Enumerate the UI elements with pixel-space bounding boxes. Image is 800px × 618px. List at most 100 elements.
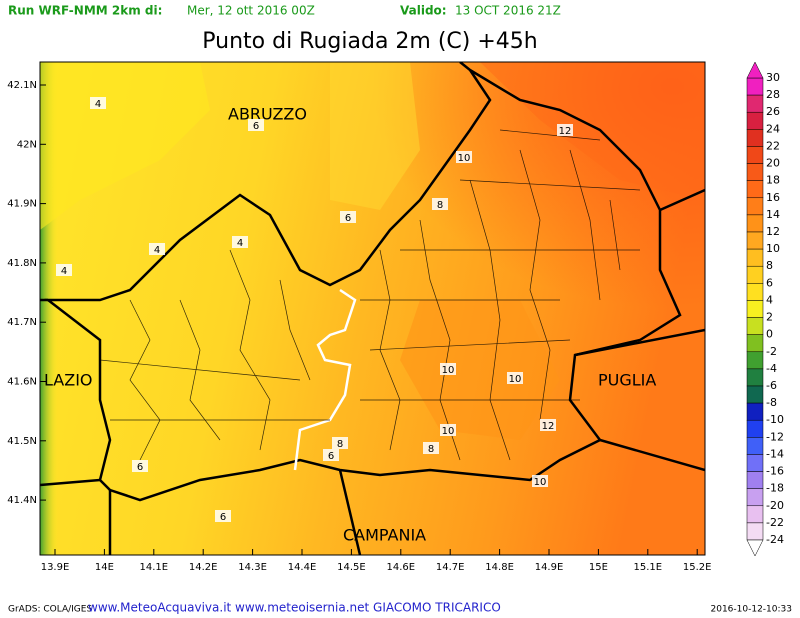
municipal-borders — [99, 129, 641, 461]
colorbar-cell — [746, 505, 764, 524]
colorbar-label: -4 — [766, 362, 777, 375]
contour-label-bg — [56, 264, 72, 276]
colorbar-cell — [746, 180, 764, 199]
contour-label: 12 — [542, 421, 555, 432]
lon-tick-label: 14.3E — [238, 562, 267, 573]
contour-label-bg — [440, 424, 456, 436]
colorbar-label: 22 — [766, 139, 780, 152]
contour-label: 6 — [220, 512, 226, 523]
footer-center: www.MeteoAcquaviva.it www.meteoisernia.n… — [88, 601, 501, 615]
colorbar-cell — [746, 402, 764, 421]
lon-tick-label: 14.2E — [189, 562, 218, 573]
colorbar-label: 26 — [766, 105, 780, 118]
colorbar-cell — [746, 283, 764, 301]
lon-tick-label: 14.1E — [140, 562, 169, 573]
colorbar-cell — [746, 111, 764, 130]
colorbar-label: 12 — [766, 225, 780, 238]
lat-tick-label: 42.1N — [7, 80, 37, 91]
colorbar-label: 6 — [766, 276, 773, 289]
colorbar-cell — [746, 129, 764, 147]
region-label: PUGLIA — [598, 371, 656, 390]
field-patch — [330, 62, 420, 210]
colorbar-cell — [746, 334, 764, 353]
lon-tick-label: 14.8E — [485, 562, 514, 573]
map-frame — [39, 61, 706, 556]
colorbar-cell — [746, 94, 764, 113]
colorbar-label: 24 — [766, 122, 780, 135]
valid-date: 13 OCT 2016 21Z — [455, 4, 561, 18]
contour-label: 6 — [328, 451, 334, 462]
contour-label: 6 — [137, 462, 143, 473]
contour-label-bg — [456, 151, 472, 163]
contour-label: 8 — [428, 444, 434, 455]
footer-left: GrADS: COLA/IGES — [8, 605, 92, 615]
lon-tick-label: 14.7E — [436, 562, 465, 573]
colorbar-label: -18 — [766, 482, 784, 495]
colorbar-cell — [746, 231, 764, 250]
colorbar-cell — [746, 248, 764, 267]
field-patch — [480, 62, 705, 200]
contour-label: 4 — [95, 99, 101, 110]
colorbar-label: -12 — [766, 430, 784, 443]
contour-label-bg — [90, 97, 106, 109]
contour-label-bg — [340, 211, 356, 223]
colorbar-cell — [746, 351, 764, 370]
lon-tick-label: 13.9E — [41, 562, 70, 573]
lon-tick-label: 14.5E — [337, 562, 366, 573]
contour-label: 10 — [509, 374, 522, 385]
lat-tick-label: 41.5N — [7, 436, 37, 447]
lon-tick-label: 14.4E — [288, 562, 317, 573]
lon-tick-label: 14.9E — [535, 562, 564, 573]
lat-tick-label: 41.9N — [7, 199, 37, 210]
contour-label: 8 — [337, 439, 343, 450]
colorbar-cell — [746, 471, 764, 489]
colorbar-label: 30 — [766, 71, 780, 84]
contour-label: 8 — [437, 200, 443, 211]
field-patch — [40, 62, 210, 230]
colorbar-label: 16 — [766, 191, 780, 204]
lon-tick-label: 15E — [589, 562, 608, 573]
colorbar-cell — [746, 454, 764, 472]
contour-label-bg — [532, 475, 548, 487]
province-border — [293, 288, 357, 471]
contour-label: 6 — [253, 121, 259, 132]
contour-label: 10 — [458, 153, 471, 164]
colorbar-cell — [746, 214, 764, 233]
contour-label: 10 — [534, 477, 547, 488]
colorbar-label: 8 — [766, 259, 773, 272]
run-label: Run WRF-NMM 2km di: — [8, 4, 162, 18]
colorbar-label: -2 — [766, 345, 777, 358]
colorbar-label: -22 — [766, 516, 784, 529]
contour-label: 12 — [559, 126, 572, 137]
lon-tick-label: 14.6E — [387, 562, 416, 573]
valid-label: Valido: — [400, 4, 447, 18]
colorbar-cell — [746, 385, 764, 404]
colorbar-cell — [746, 146, 764, 164]
colorbar-cell — [746, 300, 764, 318]
contour-label: 4 — [61, 266, 67, 277]
region-border — [40, 62, 705, 555]
lon-tick-label: 14E — [95, 562, 114, 573]
contour-label: 10 — [442, 426, 455, 437]
colorbar-label: 18 — [766, 174, 780, 187]
contour-label: 10 — [442, 365, 455, 376]
contour-label-bg — [149, 243, 165, 255]
contour-label-bg — [507, 372, 523, 384]
colorbar-cell — [746, 368, 764, 387]
footer-right: 2016-10-12-10:33 — [711, 605, 793, 615]
contour-label-bg — [557, 124, 573, 136]
contour-label: 4 — [237, 238, 243, 249]
colorbar-label: -20 — [766, 499, 784, 512]
colorbar-cell — [746, 522, 764, 541]
colorbar-cell — [746, 163, 764, 181]
colorbar-label: 28 — [766, 88, 780, 101]
lon-tick-label: 15.1E — [634, 562, 663, 573]
contour-label-bg — [215, 510, 231, 522]
colorbar-cell — [746, 265, 764, 284]
field-patch — [400, 300, 560, 440]
colorbar-label: -16 — [766, 465, 784, 478]
lon-tick-label: 15.2E — [683, 562, 712, 573]
colorbar-top — [746, 61, 764, 79]
colorbar-label: 2 — [766, 311, 773, 324]
